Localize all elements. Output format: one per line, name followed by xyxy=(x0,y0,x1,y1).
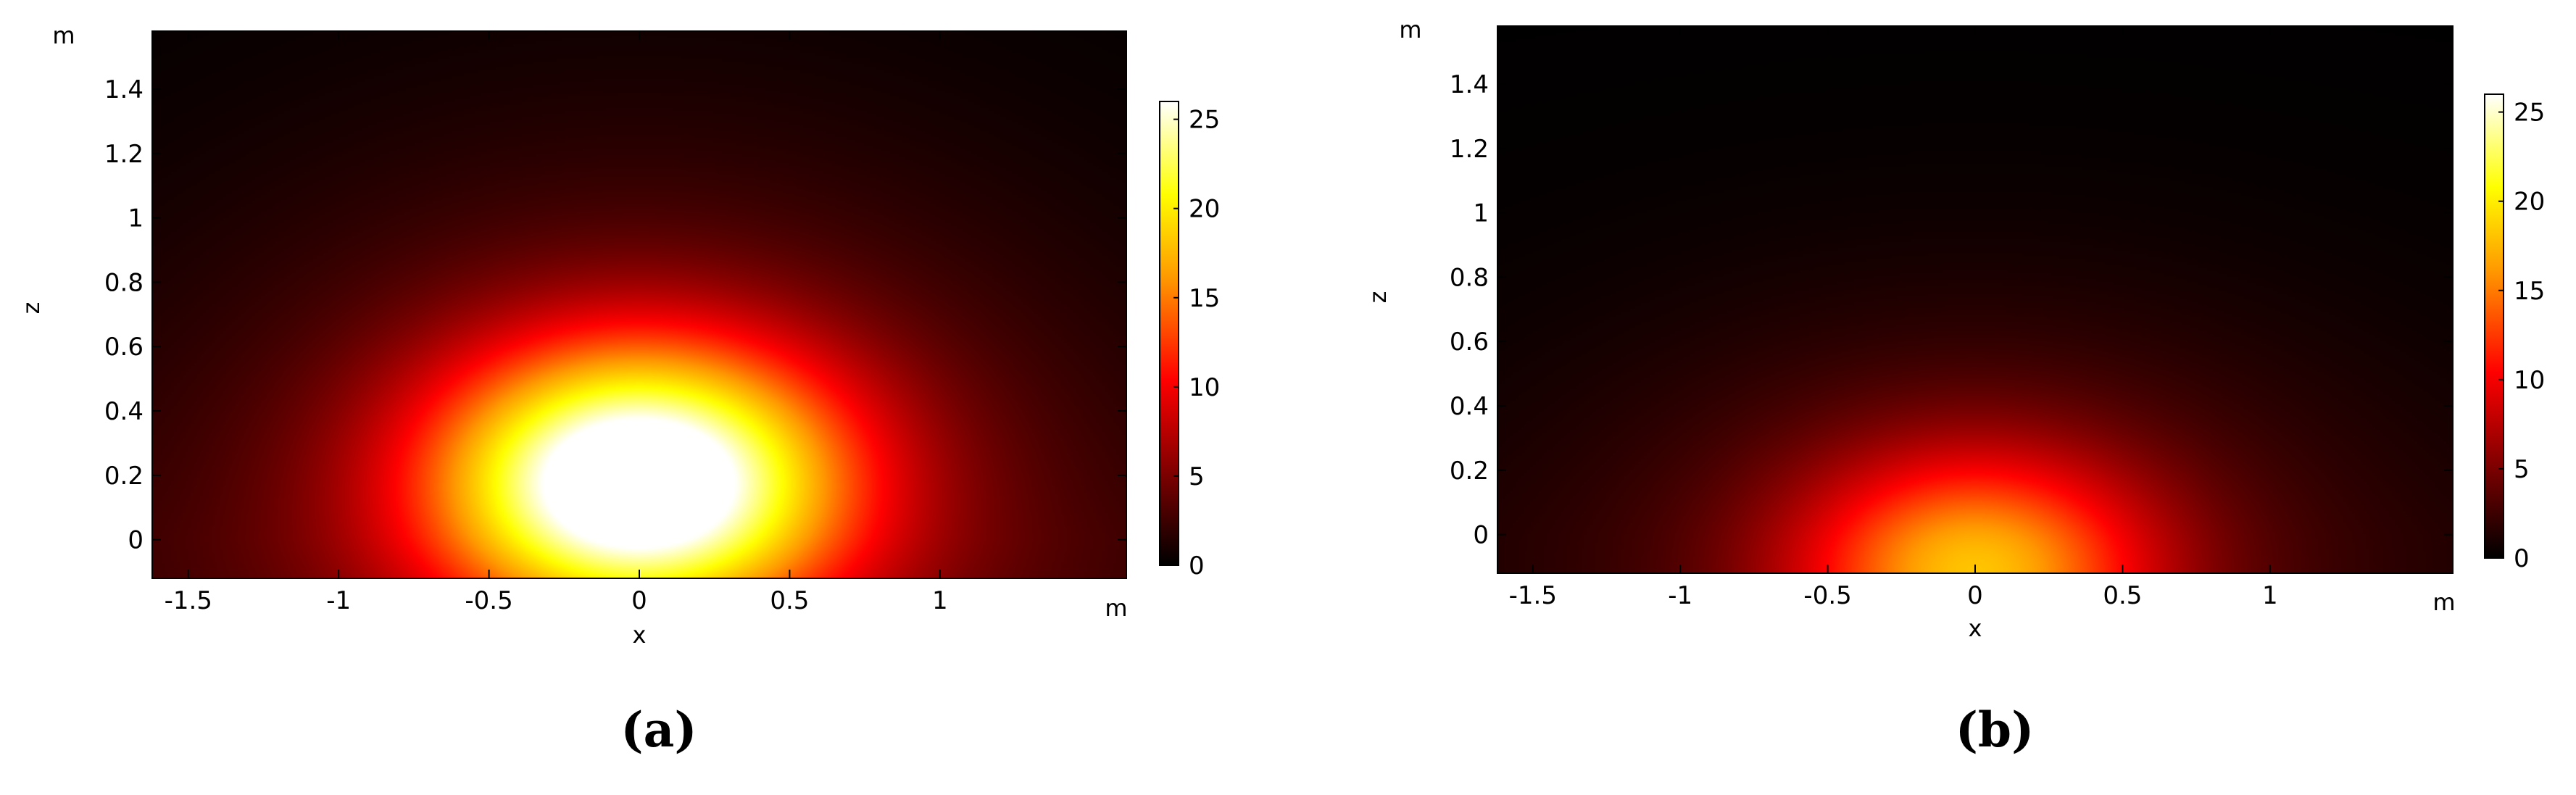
colorbar-ticks-b: 0 5 10 15 20 25 xyxy=(2498,99,2545,573)
colorbar-tick-label: 15 xyxy=(2514,277,2545,306)
x-tick-label: 1 xyxy=(932,586,948,615)
colorbar-tick-label: 10 xyxy=(1189,373,1220,402)
x-axis-label-a: x xyxy=(633,621,647,649)
y-unit-label-b: m xyxy=(1399,16,1421,43)
x-tick-label: 0 xyxy=(631,586,647,615)
x-axis-label-b: x xyxy=(1969,615,1982,642)
y-tick-label: 0.8 xyxy=(1450,263,1489,292)
colorbar-tick-label: 5 xyxy=(1189,462,1205,491)
x-tick-label: -1.5 xyxy=(1509,581,1557,610)
colorbar-tick-label: 20 xyxy=(1189,195,1220,224)
caption-b: (b) xyxy=(1956,702,2035,758)
x-unit-label-b: m xyxy=(2432,588,2455,616)
y-tick-label: 0 xyxy=(1473,521,1489,550)
y-tick-label: 1.4 xyxy=(104,75,144,104)
colorbar-tick-label: 10 xyxy=(2514,366,2545,395)
heatmap-panel-b: -1.5 -1 -0.5 0 0.5 1 0 0.2 0.4 0.6 0.8 1 1.2 1.4 x z… xyxy=(1364,16,2545,758)
y-tick-label: 1.2 xyxy=(104,140,144,169)
x-tick-label: -0.5 xyxy=(465,586,512,615)
colorbar-tick-label: 0 xyxy=(1189,551,1205,580)
colorbar-b xyxy=(2484,93,2504,559)
y-tick-label: 0.4 xyxy=(1450,392,1489,421)
colorbar-tick-label: 15 xyxy=(1189,284,1220,313)
colorbar-a xyxy=(1159,101,1179,566)
colorbar-tick-label: 20 xyxy=(2514,188,2545,217)
x-tick-label: -0.5 xyxy=(1803,581,1851,610)
heatmap-image-a xyxy=(152,31,1126,578)
x-tick-label: 1 xyxy=(2262,581,2278,610)
x-axis-a: -1.5 -1 -0.5 0 0.5 1 xyxy=(165,31,948,615)
y-tick-label: 0.4 xyxy=(104,397,144,426)
colorbar-tick-label: 25 xyxy=(1189,106,1220,135)
y-unit-label-a: m xyxy=(52,22,75,49)
colorbar-ticks-a: 0 5 10 15 20 25 xyxy=(1173,106,1220,580)
colorbar-tick-label: 5 xyxy=(2514,455,2530,484)
y-axis-b: 0 0.2 0.4 0.6 0.8 1 1.2 1.4 xyxy=(1450,70,2453,550)
x-tick-label: -1 xyxy=(1668,581,1692,610)
y-tick-label: 0.6 xyxy=(1450,328,1489,357)
x-tick-label: 0.5 xyxy=(2103,581,2142,610)
y-tick-label: 1 xyxy=(1473,199,1489,228)
y-tick-label: 0.2 xyxy=(104,462,144,491)
colorbar-tick-label: 25 xyxy=(2514,99,2545,128)
y-tick-label: 1.2 xyxy=(1450,135,1489,164)
heatmap-image-b xyxy=(1497,26,2453,573)
x-tick-label: -1 xyxy=(326,586,351,615)
y-tick-label: 0.2 xyxy=(1450,457,1489,486)
x-tick-label: 0.5 xyxy=(770,586,809,615)
heatmap-panel-a: -1.5 -1 -0.5 0 0.5 1 0 0.2 0.4 0.6 0.8 1 1.2 1.4 x z… xyxy=(17,22,1220,758)
y-tick-label: 1.4 xyxy=(1450,70,1489,99)
x-axis-b: -1.5 -1 -0.5 0 0.5 1 xyxy=(1509,26,2278,610)
y-tick-label: 1 xyxy=(128,204,144,233)
colorbar-tick-label: 0 xyxy=(2514,544,2530,573)
y-tick-label: 0 xyxy=(128,526,144,555)
y-axis-a: 0 0.2 0.4 0.6 0.8 1 1.2 1.4 xyxy=(104,75,1126,555)
y-axis-label-b: z xyxy=(1364,291,1392,304)
x-unit-label-a: m xyxy=(1105,594,1127,622)
caption-a: (a) xyxy=(620,702,697,758)
y-tick-label: 0.6 xyxy=(104,333,144,362)
x-tick-label: -1.5 xyxy=(165,586,212,615)
x-tick-label: 0 xyxy=(1967,581,1983,610)
y-tick-label: 0.8 xyxy=(104,268,144,297)
y-axis-label-a: z xyxy=(17,302,45,315)
